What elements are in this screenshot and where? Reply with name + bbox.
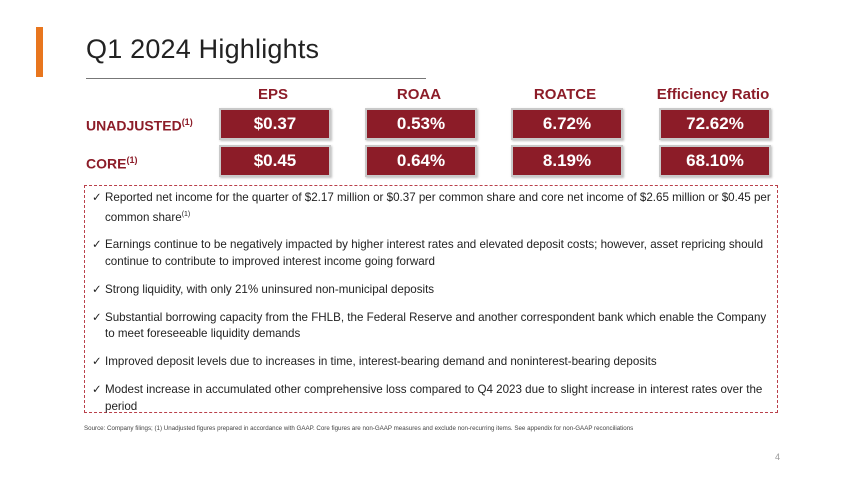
metric-header-eps: EPS bbox=[257, 86, 288, 103]
check-icon: ✓ bbox=[92, 238, 102, 252]
list-item: ✓ Improved deposit levels due to increase… bbox=[92, 354, 774, 371]
title-divider bbox=[86, 78, 426, 79]
row-label-core: CORE(1) bbox=[86, 155, 138, 172]
slide-title: Q1 2024 Highlights bbox=[86, 34, 320, 64]
page-number: 4 bbox=[774, 452, 780, 462]
row-label-unadjusted: UNADJUSTED(1) bbox=[86, 117, 193, 134]
list-item: ✓ Reported net income for the quarter of … bbox=[92, 191, 771, 224]
value-core-efficiency: 68.10% bbox=[659, 145, 771, 177]
metric-header-roaa: ROAA bbox=[396, 86, 442, 103]
check-icon: ✓ bbox=[92, 355, 102, 369]
value-unadjusted-roatce: 6.72% bbox=[511, 108, 623, 140]
value-core-eps: $0.45 bbox=[219, 145, 331, 177]
list-item: ✓ Substantial borrowing capacity from the… bbox=[92, 310, 767, 341]
value-unadjusted-eps: $0.37 bbox=[219, 108, 331, 140]
value-unadjusted-efficiency: 72.62% bbox=[659, 108, 771, 140]
check-icon: ✓ bbox=[92, 310, 102, 324]
source-footnote: Source: Company filings; (1) Unadjusted … bbox=[84, 425, 634, 432]
list-item: ✓ Modest increase in accumulated other co… bbox=[92, 383, 763, 413]
value-unadjusted-roaa: 0.53% bbox=[365, 108, 477, 140]
accent-bar bbox=[36, 27, 43, 77]
highlights-list: ✓ Reported net income for the quarter of … bbox=[92, 190, 774, 427]
value-core-roatce: 8.19% bbox=[511, 145, 623, 177]
check-icon: ✓ bbox=[92, 191, 102, 204]
highlights-box bbox=[84, 185, 778, 413]
check-icon: ✓ bbox=[92, 383, 102, 397]
metric-header-efficiency-ratio: Efficiency Ratio bbox=[656, 86, 770, 103]
metric-header-roatce: ROATCE bbox=[533, 86, 597, 103]
list-item: ✓ Strong liquidity, with only 21% uninsur… bbox=[92, 282, 774, 299]
check-icon: ✓ bbox=[92, 282, 102, 296]
value-core-roaa: 0.64% bbox=[365, 145, 477, 177]
list-item: ✓ Earnings continue to be negatively impa… bbox=[92, 238, 764, 268]
